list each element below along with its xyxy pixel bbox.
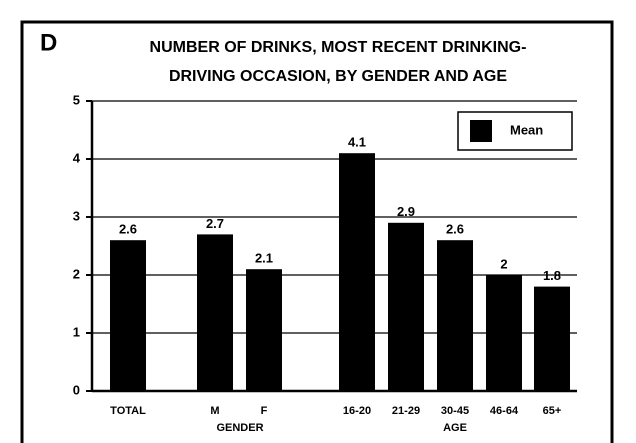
value-label: 2.6 bbox=[446, 222, 464, 237]
value-label: 2.7 bbox=[206, 216, 224, 231]
value-label: 2.1 bbox=[255, 251, 273, 266]
x-tick-label: M bbox=[210, 405, 219, 417]
x-tick-label: 21-29 bbox=[392, 405, 420, 417]
y-tick-label: 1 bbox=[73, 324, 80, 339]
x-tick-label: 16-20 bbox=[343, 405, 371, 417]
y-tick-label: 4 bbox=[73, 150, 81, 165]
y-tick-label: 0 bbox=[73, 382, 80, 397]
x-tick-label: 46-64 bbox=[490, 405, 519, 417]
x-tick-label: 65+ bbox=[543, 405, 562, 417]
x-tick-label: TOTAL bbox=[110, 405, 146, 417]
y-tick-label: 5 bbox=[73, 92, 80, 107]
legend-swatch bbox=[470, 120, 492, 142]
bar bbox=[197, 234, 233, 391]
bar bbox=[486, 275, 522, 391]
y-tick-label: 3 bbox=[73, 208, 80, 223]
value-label: 2.9 bbox=[397, 204, 415, 219]
panel-label: D bbox=[40, 29, 57, 56]
value-label: 2 bbox=[500, 256, 507, 271]
bar bbox=[110, 240, 146, 391]
bar bbox=[246, 269, 282, 391]
bar bbox=[437, 240, 473, 391]
bar bbox=[388, 222, 424, 391]
chart-title: NUMBER OF DRINKS, MOST RECENT DRINKING- bbox=[150, 39, 527, 56]
value-label: 4.1 bbox=[348, 135, 366, 150]
legend-label: Mean bbox=[510, 122, 543, 137]
frame bbox=[20, 20, 614, 443]
bar bbox=[339, 153, 375, 391]
group-label: GENDER bbox=[216, 422, 263, 434]
group-label: AGE bbox=[443, 422, 467, 434]
bar bbox=[534, 286, 570, 391]
chart-title: DRIVING OCCASION, BY GENDER AND AGE bbox=[169, 68, 507, 85]
value-label: 1.8 bbox=[543, 268, 561, 283]
x-tick-label: F bbox=[261, 405, 268, 417]
y-tick-label: 2 bbox=[73, 266, 80, 281]
value-label: 2.6 bbox=[119, 222, 137, 237]
x-tick-label: 30-45 bbox=[441, 405, 469, 417]
